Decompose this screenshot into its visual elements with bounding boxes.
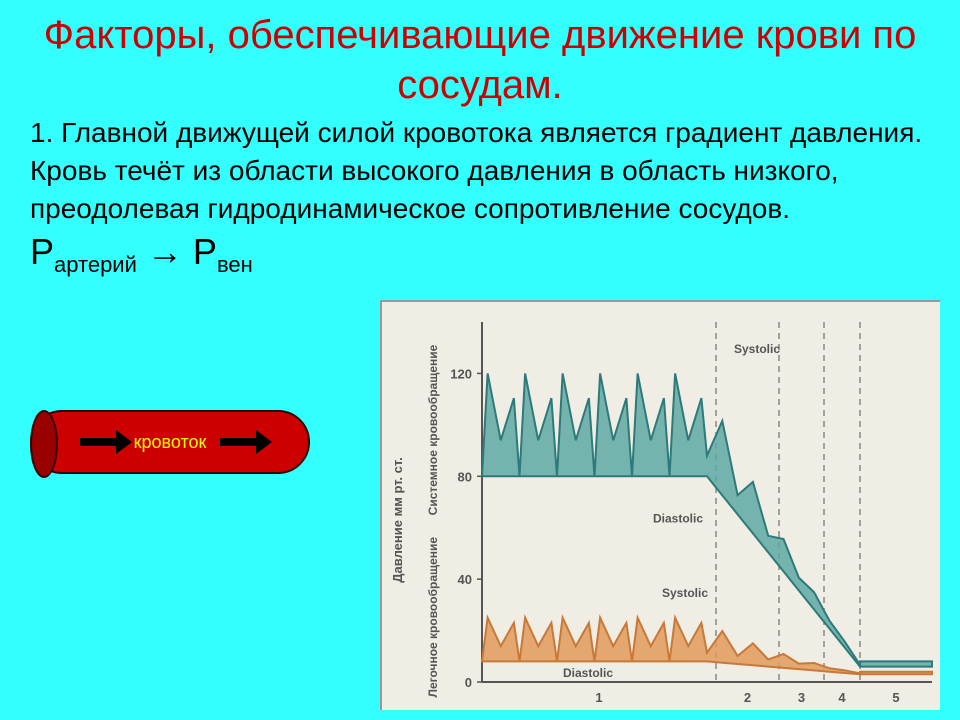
svg-text:Системное кровообращение: Системное кровообращение [426, 344, 440, 515]
svg-text:2: 2 [744, 690, 751, 705]
sub-arteries: артерий [54, 253, 137, 278]
svg-text:5: 5 [892, 690, 899, 705]
p-veins: Р [193, 231, 217, 272]
svg-text:0: 0 [465, 675, 472, 690]
svg-text:120: 120 [450, 366, 472, 381]
svg-text:40: 40 [458, 572, 472, 587]
chart-svg: 0 40 80 120 1 2 3 4 5 Systolic Diastolic Systolic Di… [382, 302, 942, 712]
pressure-chart: 0 40 80 120 1 2 3 4 5 Systolic Diastolic Systolic Di… [380, 300, 940, 710]
svg-text:Systolic: Systolic [734, 342, 780, 356]
svg-text:80: 80 [458, 469, 472, 484]
svg-text:Diastolic: Diastolic [653, 512, 703, 526]
vessel-diagram: кровоток [30, 410, 310, 474]
flow-arrow-icon [220, 438, 260, 446]
body-paragraph: 1. Главной движущей силой кровотока явля… [0, 110, 960, 227]
svg-text:Легочное кровообращение: Легочное кровообращение [426, 537, 440, 698]
pressure-formula: Рартерий → Рвен [0, 227, 960, 294]
svg-text:Давление мм рт. ст.: Давление мм рт. ст. [390, 457, 405, 582]
flow-arrow-icon [80, 438, 120, 446]
sub-veins: вен [217, 253, 253, 278]
blood-vessel: кровоток [30, 410, 310, 474]
svg-text:1: 1 [595, 690, 602, 705]
slide-title: Факторы, обеспечивающие движение крови п… [0, 0, 960, 110]
svg-text:4: 4 [838, 690, 846, 705]
svg-text:Diastolic: Diastolic [563, 666, 613, 680]
svg-text:3: 3 [798, 690, 805, 705]
svg-text:Systolic: Systolic [662, 586, 708, 600]
vessel-label: кровоток [134, 432, 207, 453]
arrow-symbol: → [147, 231, 193, 272]
p-arteries: Р [30, 231, 54, 272]
